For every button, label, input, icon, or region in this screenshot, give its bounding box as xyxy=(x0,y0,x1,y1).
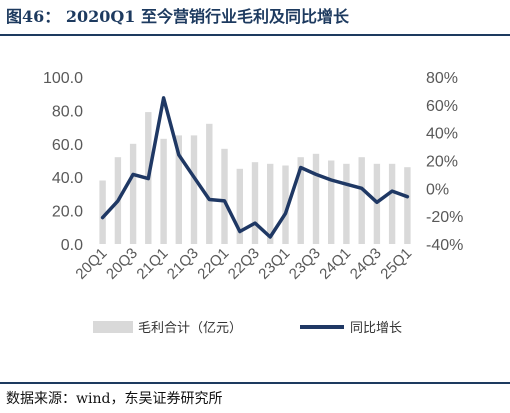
legend-label-line: 同比增长 xyxy=(350,321,402,336)
right-tick-label: -40% xyxy=(426,237,463,254)
left-tick-label: 60.0 xyxy=(52,137,83,154)
right-tick-label: 0% xyxy=(426,181,449,198)
bar xyxy=(343,163,350,244)
bar xyxy=(190,135,198,244)
line-series xyxy=(100,96,410,239)
bar xyxy=(236,168,243,244)
left-tick-label: 80.0 xyxy=(52,103,83,120)
category-label: 22Q3 xyxy=(225,245,263,283)
right-tick-label: 80% xyxy=(426,70,458,87)
bar xyxy=(160,138,167,244)
bar xyxy=(267,163,274,244)
category-label: 23Q3 xyxy=(286,245,324,283)
left-tick-label: 0.0 xyxy=(61,237,83,254)
bar xyxy=(99,180,106,244)
source-note: 数据来源：wind，东吴证券研究所 xyxy=(6,391,223,407)
category-label: 25Q1 xyxy=(377,245,415,283)
right-tick-label: -20% xyxy=(426,209,463,226)
bar xyxy=(129,143,137,244)
bar xyxy=(404,167,411,244)
category-label: 20Q3 xyxy=(103,245,141,283)
bar xyxy=(388,163,396,244)
right-tick-label: 20% xyxy=(426,154,458,171)
legend-swatch-bar xyxy=(93,321,133,333)
category-labels: 20Q120Q321Q121Q322Q122Q323Q123Q324Q124Q3… xyxy=(72,245,415,283)
category-label: 22Q1 xyxy=(194,245,232,283)
category-label: 21Q1 xyxy=(133,245,171,283)
bar xyxy=(358,157,365,244)
bar xyxy=(328,160,335,244)
bar xyxy=(282,165,289,244)
right-tick-label: 40% xyxy=(426,126,458,143)
bar xyxy=(312,153,320,244)
category-label: 23Q1 xyxy=(255,245,293,283)
bar xyxy=(221,148,228,244)
chart: 0.0 20.0 40.0 60.0 80.0 100.0 -40% -20% 0% 20% 40… xyxy=(43,70,463,336)
figure-title: 图46： 2020Q1 至今营销行业毛利及同比增长 xyxy=(6,7,350,26)
bar xyxy=(297,157,304,244)
left-tick-label: 40.0 xyxy=(52,170,83,187)
right-axis-ticks: -40% -20% 0% 20% 40% 60% 80% xyxy=(426,70,463,254)
source-rule xyxy=(0,382,510,384)
bar xyxy=(206,123,213,244)
bar xyxy=(175,135,182,244)
left-tick-label: 20.0 xyxy=(52,204,83,221)
category-label: 24Q1 xyxy=(316,245,354,283)
left-axis-ticks: 0.0 20.0 40.0 60.0 80.0 100.0 xyxy=(43,70,83,254)
legend: 毛利合计（亿元） 同比增长 xyxy=(93,321,402,336)
title-rule xyxy=(0,34,510,36)
category-label: 24Q3 xyxy=(347,245,385,283)
bar xyxy=(251,162,259,244)
left-tick-label: 100.0 xyxy=(43,70,83,87)
right-tick-label: 60% xyxy=(426,98,458,115)
category-label: 21Q3 xyxy=(164,245,202,283)
legend-label-bar: 毛利合计（亿元） xyxy=(138,321,242,336)
